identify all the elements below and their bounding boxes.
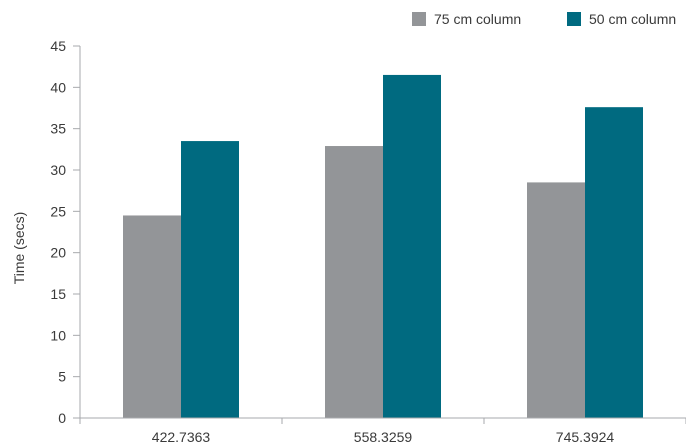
y-tick-label: 25	[50, 203, 66, 219]
y-tick-label: 40	[50, 79, 66, 95]
y-tick-label: 0	[58, 410, 66, 426]
bar	[527, 182, 585, 418]
legend: 75 cm column 50 cm column	[412, 11, 676, 27]
bar	[585, 107, 643, 418]
bar	[181, 141, 239, 419]
x-tick-label: 558.3259	[354, 429, 413, 445]
y-tick-label: 35	[50, 121, 66, 137]
y-tick-label: 45	[50, 38, 66, 54]
bar	[383, 74, 441, 418]
y-tick-label: 20	[50, 245, 66, 261]
x-tick-label: 745.3924	[556, 429, 615, 445]
y-axis-ticks: 0 5 10 15 20 25 30 35 40 45	[50, 38, 80, 426]
legend-swatch	[567, 12, 581, 26]
legend-swatch	[412, 12, 426, 26]
y-tick-label: 30	[50, 162, 66, 178]
x-tick-label: 422.7363	[152, 429, 211, 445]
x-axis-ticks: 422.7363 558.3259 745.3924	[79, 418, 686, 445]
legend-label: 75 cm column	[434, 11, 521, 27]
y-tick-label: 5	[58, 369, 66, 385]
y-tick-label: 10	[50, 327, 66, 343]
axes	[79, 46, 686, 419]
y-tick-label: 15	[50, 286, 66, 302]
bars	[123, 74, 643, 419]
bar	[123, 215, 181, 418]
legend-label: 50 cm column	[589, 11, 676, 27]
bar	[325, 146, 383, 418]
y-axis-title: Time (secs)	[11, 212, 27, 285]
